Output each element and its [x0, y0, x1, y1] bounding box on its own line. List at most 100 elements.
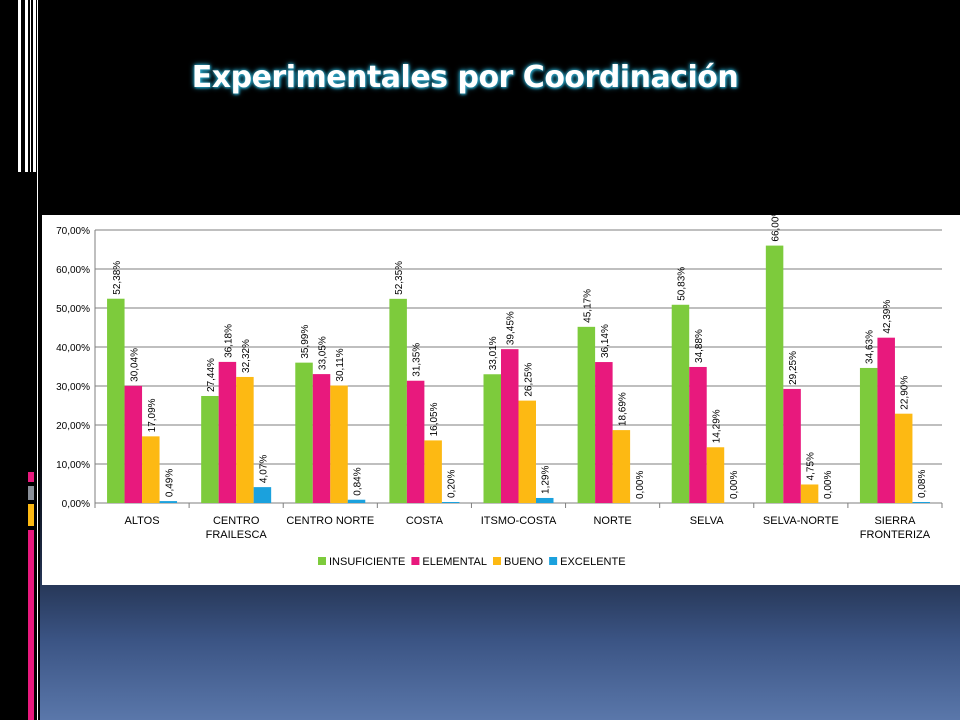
data-label: 30,04% — [129, 348, 140, 382]
legend-item: ELEMENTAL — [411, 556, 487, 568]
bar-elemental — [689, 366, 707, 503]
category-label: NORTE — [593, 515, 631, 527]
accent-bar-pink-long — [28, 530, 34, 720]
bar-bueno — [236, 376, 254, 503]
bar-insuficiente — [107, 298, 125, 503]
data-label: 52,38% — [112, 261, 123, 295]
bar-excelente — [912, 502, 930, 503]
data-label: 34,63% — [865, 330, 876, 364]
bar-insuficiente — [295, 362, 313, 503]
data-label: 0,00% — [635, 471, 646, 499]
side-decoration — [0, 0, 40, 720]
legend-label: EXCELENTE — [560, 556, 625, 568]
category-label: SELVA-NORTE — [763, 515, 839, 527]
legend-item: INSUFICIENTE — [318, 556, 405, 568]
data-label: 42,39% — [882, 300, 893, 334]
data-label: 50,83% — [676, 267, 687, 301]
y-tick-label: 30,00% — [56, 382, 90, 393]
legend-label: ELEMENTAL — [422, 556, 487, 568]
bar-elemental — [501, 349, 519, 503]
data-label: 29,25% — [788, 351, 799, 385]
y-tick-label: 40,00% — [56, 343, 90, 354]
bar-bueno — [894, 413, 913, 503]
data-label: 18,69% — [617, 392, 628, 426]
category-label: ALTOS — [125, 515, 160, 527]
data-label: 45,17% — [582, 289, 593, 323]
accent-bar-yellow — [28, 504, 34, 526]
data-label: 27,44% — [206, 358, 217, 392]
bar-elemental — [595, 362, 613, 503]
accent-bar-pink — [28, 472, 34, 482]
bar-bueno — [424, 440, 442, 503]
data-label: 66,00% — [771, 208, 782, 242]
category-label: COSTA — [406, 515, 444, 527]
bar-bueno — [612, 430, 631, 503]
bar-elemental — [783, 388, 801, 503]
data-label: 36,18% — [223, 324, 234, 358]
y-tick-label: 50,00% — [56, 304, 90, 315]
legend-swatch — [549, 557, 558, 565]
data-label: 52,35% — [394, 261, 405, 295]
bar-elemental — [406, 380, 425, 503]
category-label: CENTRO NORTE — [286, 515, 374, 527]
legend-swatch — [411, 557, 420, 565]
data-label: 0,84% — [353, 467, 364, 495]
bar-bueno — [706, 447, 725, 503]
bar-elemental — [218, 361, 237, 503]
data-label: 0,20% — [447, 470, 458, 498]
bar-bueno — [142, 436, 160, 503]
bar-insuficiente — [389, 298, 407, 503]
y-tick-label: 0,00% — [62, 499, 90, 510]
data-label: 4,75% — [806, 452, 817, 480]
bar-insuficiente — [577, 326, 596, 503]
data-label: 1,29% — [541, 466, 552, 494]
bar-excelente — [441, 502, 460, 503]
bar-excelente — [253, 487, 272, 503]
bar-excelente — [159, 501, 178, 503]
data-label: 33,01% — [488, 336, 499, 370]
legend-label: BUENO — [504, 556, 544, 568]
bar-bueno — [800, 484, 819, 503]
bar-excelente — [347, 499, 366, 503]
bar-bueno — [330, 385, 348, 503]
category-label: CENTRO FRAILESCA — [206, 515, 268, 541]
legend-swatch — [493, 557, 501, 565]
data-label: 14,29% — [711, 409, 722, 443]
bar-insuficiente — [765, 245, 784, 503]
data-label: 30,11% — [335, 348, 346, 381]
data-label: 32,32% — [241, 339, 252, 373]
data-label: 35,99% — [300, 325, 311, 359]
y-tick-label: 60,00% — [56, 265, 90, 276]
bar-excelente — [536, 497, 554, 503]
bar-insuficiente — [201, 395, 219, 503]
legend-item: EXCELENTE — [549, 556, 626, 568]
data-label: 4,07% — [258, 455, 269, 483]
bar-insuficiente — [671, 304, 690, 503]
data-label: 33,05% — [318, 336, 329, 370]
y-tick-label: 10,00% — [56, 460, 90, 471]
data-label: 0,00% — [823, 471, 834, 499]
bar-insuficiente — [859, 367, 878, 503]
category-label: SELVA — [690, 515, 724, 527]
category-label: SIERRA FRONTERIZA — [860, 515, 931, 541]
data-label: 39,45% — [506, 311, 517, 345]
bar-insuficiente — [483, 374, 501, 503]
category-label: ITSMO-COSTA — [481, 515, 557, 527]
y-tick-label: 20,00% — [56, 421, 90, 432]
y-tick-label: 70,00% — [56, 226, 90, 237]
data-label: 17,09% — [147, 398, 158, 432]
data-label: 0,08% — [917, 470, 928, 498]
bar-elemental — [877, 337, 895, 503]
legend-label: INSUFICIENTE — [329, 556, 405, 568]
data-label: 22,90% — [900, 376, 911, 410]
data-label: 0,00% — [729, 471, 740, 499]
accent-bar-gray — [28, 486, 34, 500]
bar-elemental — [124, 385, 143, 503]
legend-swatch — [318, 557, 326, 565]
data-label: 16,05% — [429, 402, 440, 436]
data-label: 26,25% — [523, 363, 534, 397]
data-label: 0,49% — [164, 469, 175, 497]
data-label: 34,88% — [694, 329, 705, 363]
